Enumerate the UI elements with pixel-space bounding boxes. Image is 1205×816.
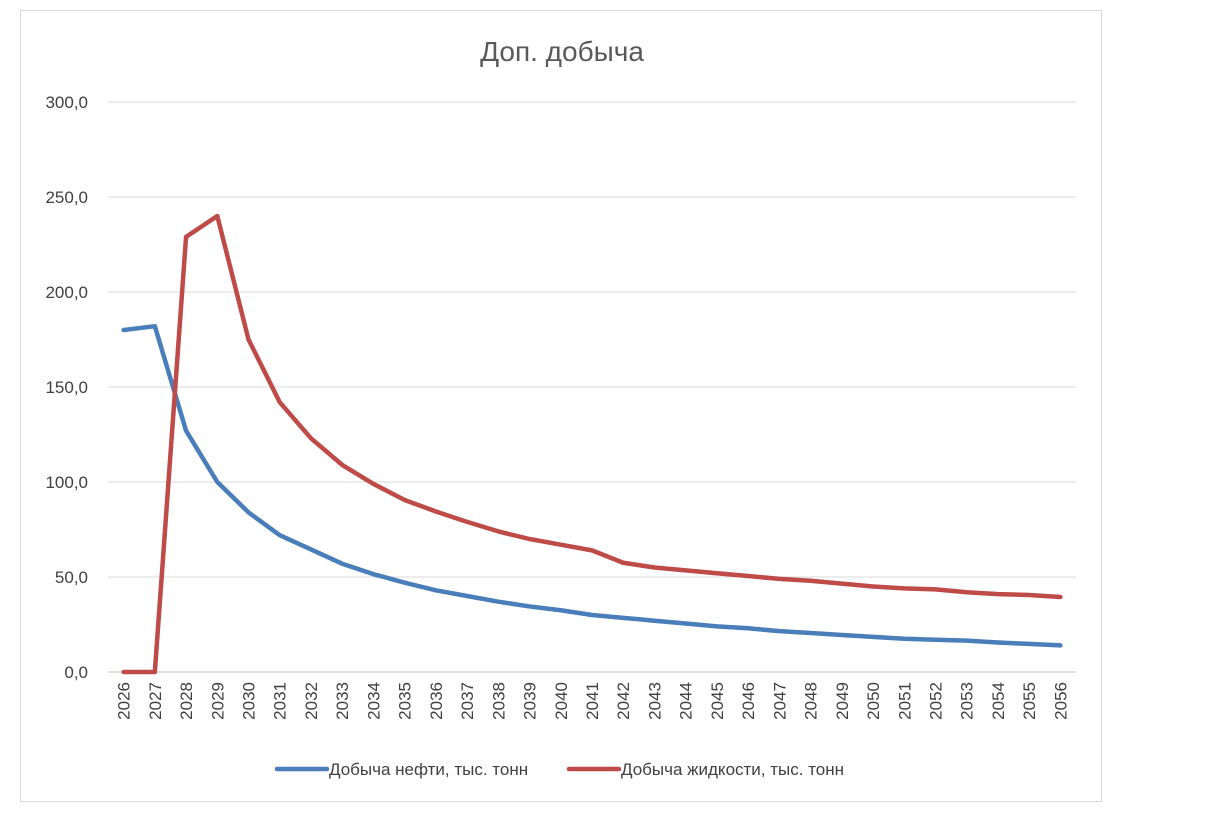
x-tick-label: 2049 — [833, 682, 852, 720]
x-tick-label: 2039 — [521, 682, 540, 720]
x-tick-label: 2042 — [614, 682, 633, 720]
x-tick-label: 2041 — [583, 682, 602, 720]
x-tick-label: 2036 — [427, 682, 446, 720]
x-tick-label: 2030 — [240, 682, 259, 720]
y-axis-ticks: 0,0 50,0 100,0 150,0 200,0 250,0 300,0 — [45, 93, 88, 682]
x-tick-label: 2048 — [802, 682, 821, 720]
series-lines — [121, 213, 1063, 675]
x-tick-label: 2043 — [645, 682, 664, 720]
x-tick-label: 2055 — [1020, 682, 1039, 720]
x-tick-label: 2052 — [926, 682, 945, 720]
x-tick-label: 2028 — [177, 682, 196, 720]
x-tick-label: 2034 — [364, 682, 383, 720]
legend-label-2: Добыча жидкости, тыс. тонн — [621, 760, 844, 779]
series-line-2 — [121, 213, 1063, 675]
x-tick-label: 2045 — [708, 682, 727, 720]
x-tick-label: 2040 — [552, 682, 571, 720]
x-tick-label: 2029 — [208, 682, 227, 720]
x-tick-label: 2027 — [146, 682, 165, 720]
series-line-1 — [121, 323, 1063, 648]
x-tick-label: 2053 — [958, 682, 977, 720]
x-tick-label: 2037 — [458, 682, 477, 720]
legend: Добыча нефти, тыс. тонн Добыча жидкости, … — [274, 760, 844, 779]
x-tick-label: 2051 — [895, 682, 914, 720]
x-tick-label: 2031 — [271, 682, 290, 720]
x-tick-label: 2050 — [864, 682, 883, 720]
x-tick-label: 2032 — [302, 682, 321, 720]
x-tick-label: 2054 — [989, 682, 1008, 720]
x-tick-label: 2026 — [115, 682, 134, 720]
y-tick-label: 0,0 — [64, 663, 88, 682]
y-tick-label: 150,0 — [45, 378, 88, 397]
y-tick-label: 100,0 — [45, 473, 88, 492]
x-tick-label: 2033 — [333, 682, 352, 720]
y-tick-label: 50,0 — [55, 568, 88, 587]
x-tick-label: 2047 — [770, 682, 789, 720]
y-tick-label: 250,0 — [45, 188, 88, 207]
line-chart: Доп. добыча 0,0 50,0 100,0 150,0 200,0 250,0 3… — [45, 36, 1076, 779]
y-tick-label: 300,0 — [45, 93, 88, 112]
legend-label-1: Добыча нефти, тыс. тонн — [329, 760, 528, 779]
x-tick-label: 2046 — [739, 682, 758, 720]
chart-frame: Доп. добыча 0,0 50,0 100,0 150,0 200,0 250,0 3… — [20, 10, 1102, 802]
gridlines — [108, 101, 1076, 578]
x-tick-label: 2056 — [1051, 682, 1070, 720]
chart-title: Доп. добыча — [480, 36, 644, 67]
x-tick-label: 2044 — [677, 682, 696, 720]
y-tick-label: 200,0 — [45, 283, 88, 302]
x-axis-ticks: 2026 2027 2028 2029 2030 2031 2032 2033 2034 2035… — [115, 682, 1071, 720]
x-tick-label: 2038 — [489, 682, 508, 720]
x-tick-label: 2035 — [396, 682, 415, 720]
